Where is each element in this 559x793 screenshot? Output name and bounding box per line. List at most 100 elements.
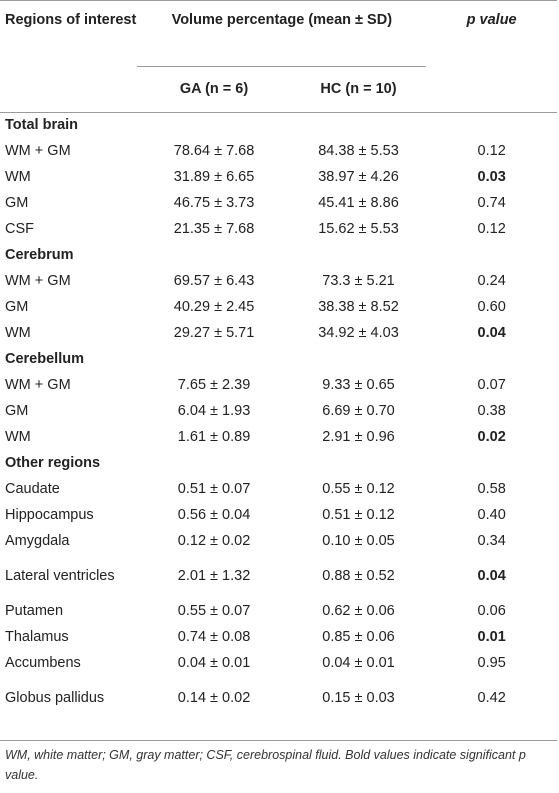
p-value-cell: 0.04 — [477, 568, 506, 584]
table-row: Accumbens 0.04 ± 0.01 0.04 ± 0.01 0.95 — [0, 651, 557, 677]
region-cell: GM — [5, 299, 29, 315]
table-row: WM 1.61 ± 0.89 2.91 ± 0.96 0.02 — [0, 425, 557, 451]
hc-cell: 6.69 ± 0.70 — [322, 403, 395, 419]
ga-header: GA (n = 6) — [179, 81, 249, 97]
ga-cell: 29.27 ± 5.71 — [173, 325, 255, 341]
hc-cell: 15.62 ± 5.53 — [318, 221, 399, 237]
p-value-cell: 0.12 — [477, 143, 506, 159]
region-cell: WM — [5, 429, 31, 445]
region-cell: Globus pallidus — [5, 690, 105, 706]
p-value-cell: 0.03 — [477, 169, 506, 185]
footnote: WM, white matter; GM, gray matter; CSF, … — [5, 748, 526, 782]
ga-cell: 2.01 ± 1.32 — [177, 568, 251, 584]
region-cell: Putamen — [5, 603, 64, 619]
region-cell: WM — [5, 169, 31, 185]
hc-cell: 0.04 ± 0.01 — [322, 655, 395, 671]
region-cell: Hippocampus — [5, 507, 94, 523]
region-cell: WM + GM — [5, 273, 71, 289]
hc-cell: 84.38 ± 5.53 — [318, 143, 399, 159]
hc-cell: 9.33 ± 0.65 — [322, 377, 395, 393]
ga-cell: 78.64 ± 7.68 — [173, 143, 255, 159]
hc-header: HC (n = 10) — [320, 81, 397, 97]
p-value-cell: 0.58 — [477, 481, 506, 497]
region-cell: GM — [5, 403, 29, 419]
header-row-1: Regions of interest Volume percentage (m… — [0, 0, 557, 113]
ga-cell: 1.61 ± 0.89 — [177, 429, 251, 445]
p-value-cell: 0.12 — [477, 221, 506, 237]
table-row: WM 29.27 ± 5.71 34.92 ± 4.03 0.04 — [0, 321, 557, 347]
table-row: GM 40.29 ± 2.45 38.38 ± 8.52 0.60 — [0, 295, 557, 321]
p-value-cell: 0.07 — [477, 377, 506, 393]
section-title: Other regions — [5, 455, 101, 471]
table-row: Putamen 0.55 ± 0.07 0.62 ± 0.06 0.06 — [0, 599, 557, 625]
table-row: WM + GM 78.64 ± 7.68 84.38 ± 5.53 0.12 — [0, 139, 557, 165]
section-row: Other regions — [0, 451, 557, 477]
p-value-cell: 0.74 — [477, 195, 506, 211]
p-value-cell: 0.38 — [477, 403, 506, 419]
table-row: CSF 21.35 ± 7.68 15.62 ± 5.53 0.12 — [0, 217, 557, 243]
p-value-cell: 0.24 — [477, 273, 506, 289]
region-cell: Amygdala — [5, 533, 70, 549]
p-value-cell: 0.01 — [477, 629, 506, 645]
table-row: WM + GM 69.57 ± 6.43 73.3 ± 5.21 0.24 — [0, 269, 557, 295]
table-row: WM + GM 7.65 ± 2.39 9.33 ± 0.65 0.07 — [0, 373, 557, 399]
ga-cell: 0.74 ± 0.08 — [177, 629, 251, 645]
ga-cell: 46.75 ± 3.73 — [173, 195, 255, 211]
ga-cell: 31.89 ± 6.65 — [173, 169, 255, 185]
table-row: Thalamus 0.74 ± 0.08 0.85 ± 0.06 0.01 — [0, 625, 557, 651]
p-value-cell: 0.04 — [477, 325, 506, 341]
ga-cell: 6.04 ± 1.93 — [177, 403, 251, 419]
hc-cell: 73.3 ± 5.21 — [322, 273, 395, 289]
header-row-2: GA (n = 6) HC (n = 10) — [0, 67, 557, 113]
table-row: GM 6.04 ± 1.93 6.69 ± 0.70 0.38 — [0, 399, 557, 425]
table-row: Hippocampus 0.56 ± 0.04 0.51 ± 0.12 0.40 — [0, 503, 557, 529]
hc-cell: 0.55 ± 0.12 — [322, 481, 395, 497]
table-row: Lateral ventricles 2.01 ± 1.32 0.88 ± 0.52… — [0, 555, 557, 599]
hc-cell: 34.92 ± 4.03 — [318, 325, 399, 341]
table-row: Caudate 0.51 ± 0.07 0.55 ± 0.12 0.58 — [0, 477, 557, 503]
hc-cell: 0.85 ± 0.06 — [322, 629, 395, 645]
p-value-cell: 0.02 — [477, 429, 506, 445]
ga-cell: 0.56 ± 0.04 — [177, 507, 251, 523]
ga-cell: 69.57 ± 6.43 — [173, 273, 255, 289]
region-cell: WM + GM — [5, 143, 71, 159]
p-value-header: p value — [426, 0, 557, 113]
hc-cell: 2.91 ± 0.96 — [322, 429, 395, 445]
ga-cell: 0.14 ± 0.02 — [177, 690, 251, 706]
table-body: Total brain WM + GM 78.64 ± 7.68 84.38 ± 5.… — [0, 112, 557, 721]
table-row: Globus pallidus 0.14 ± 0.02 0.15 ± 0.03 0.4… — [0, 677, 557, 721]
hc-cell: 38.38 ± 8.52 — [318, 299, 399, 315]
p-value-cell: 0.34 — [477, 533, 506, 549]
hc-cell: 38.97 ± 4.26 — [318, 169, 399, 185]
p-value-cell: 0.42 — [477, 690, 506, 706]
region-cell: WM + GM — [5, 377, 71, 393]
ga-cell: 0.51 ± 0.07 — [177, 481, 251, 497]
region-cell: Thalamus — [5, 629, 69, 645]
section-row: Cerebellum — [0, 347, 557, 373]
ga-cell: 0.12 ± 0.02 — [177, 533, 251, 549]
volume-header: Volume percentage (mean ± SD) — [137, 0, 427, 67]
regions-header: Regions of interest — [0, 0, 138, 113]
ga-cell: 40.29 ± 2.45 — [173, 299, 255, 315]
volume-table: Regions of interest Volume percentage (m… — [0, 0, 557, 721]
hc-cell: 0.62 ± 0.06 — [322, 603, 395, 619]
ga-cell: 21.35 ± 7.68 — [173, 221, 255, 237]
p-value-cell: 0.40 — [477, 507, 506, 523]
region-cell: Accumbens — [5, 655, 81, 671]
section-row: Cerebrum — [0, 243, 557, 269]
section-title: Cerebrum — [5, 247, 74, 263]
hc-cell: 0.10 ± 0.05 — [322, 533, 395, 549]
region-cell: WM — [5, 325, 31, 341]
p-value-cell: 0.60 — [477, 299, 506, 315]
ga-cell: 0.04 ± 0.01 — [177, 655, 251, 671]
region-cell: Lateral ventricles — [5, 568, 115, 584]
ga-cell: 0.55 ± 0.07 — [177, 603, 251, 619]
table-row: WM 31.89 ± 6.65 38.97 ± 4.26 0.03 — [0, 165, 557, 191]
table-row: Amygdala 0.12 ± 0.02 0.10 ± 0.05 0.34 — [0, 529, 557, 555]
footnote-divider — [0, 740, 557, 741]
hc-cell: 0.88 ± 0.52 — [322, 568, 395, 584]
p-value-cell: 0.06 — [477, 603, 506, 619]
region-cell: GM — [5, 195, 29, 211]
p-value-cell: 0.95 — [477, 655, 506, 671]
